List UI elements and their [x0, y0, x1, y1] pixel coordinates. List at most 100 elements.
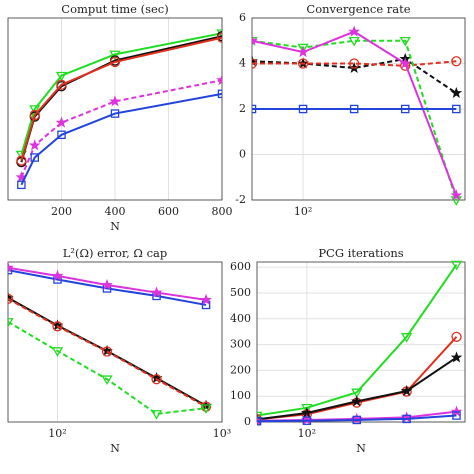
marker	[352, 415, 362, 425]
series-line	[8, 297, 207, 408]
marker	[109, 56, 121, 68]
marker	[348, 25, 360, 37]
marker	[349, 58, 360, 69]
y-tick-label: 0	[239, 148, 246, 161]
marker	[257, 416, 262, 426]
marker	[8, 261, 14, 273]
series-group	[257, 260, 463, 426]
x-tick-label: 10³	[213, 427, 231, 440]
x-tick-label: 800	[212, 205, 233, 218]
marker	[51, 269, 64, 281]
subplot: 10² 0 100 200 300 400 500 600 PCG iterations N	[230, 246, 466, 455]
marker	[28, 139, 41, 151]
marker	[101, 346, 113, 357]
marker	[55, 71, 68, 82]
marker	[297, 58, 309, 69]
x-axis-label: N	[110, 220, 120, 233]
series-group	[252, 25, 463, 206]
marker	[252, 58, 258, 69]
marker	[399, 36, 411, 47]
marker	[399, 57, 412, 69]
marker	[302, 416, 312, 425]
marker	[348, 36, 360, 47]
marker	[301, 404, 313, 414]
marker	[8, 265, 13, 275]
y-tick-label: 200	[230, 363, 251, 376]
marker	[452, 411, 461, 420]
subplot: 200 400 600 800 Comput time (sec) N	[7, 2, 233, 233]
marker	[298, 104, 308, 114]
x-tick-label: 600	[158, 205, 179, 218]
marker	[200, 404, 212, 414]
marker	[150, 410, 163, 420]
marker	[16, 155, 27, 166]
series-line	[20, 92, 222, 186]
y-tick-label: 400	[230, 312, 251, 325]
series-group	[15, 29, 222, 190]
marker	[200, 401, 212, 412]
series-line	[257, 264, 458, 417]
marker	[57, 130, 66, 140]
series-line	[20, 32, 222, 155]
y-tick-label: 6	[239, 11, 246, 24]
marker	[216, 74, 222, 86]
y-tick-label: 100	[230, 389, 251, 402]
marker	[109, 50, 121, 61]
marker	[450, 260, 463, 271]
marker	[101, 375, 113, 386]
series-line	[20, 79, 222, 178]
marker	[450, 351, 463, 363]
marker	[401, 333, 413, 343]
marker	[200, 293, 212, 305]
subplot-title: PCG iterations	[318, 246, 403, 260]
series-line	[257, 414, 457, 423]
subplot-title: L²(Ω) error, Ω cap	[63, 246, 168, 260]
marker	[30, 153, 39, 162]
marker	[450, 189, 463, 201]
marker	[29, 109, 40, 121]
marker	[450, 405, 463, 417]
marker	[101, 278, 113, 290]
marker	[29, 105, 41, 115]
series-line	[8, 269, 207, 306]
axes-frame	[7, 17, 223, 201]
x-tick-label: 200	[51, 205, 72, 218]
marker	[110, 109, 120, 118]
x-tick-label: 400	[105, 205, 126, 218]
x-tick-label: 10²	[294, 205, 312, 218]
y-tick-label: 4	[239, 57, 246, 70]
subplot: 10² 10³ L²(Ω) error, Ω cap N	[7, 246, 231, 455]
marker	[351, 388, 363, 399]
marker	[52, 321, 63, 332]
y-tick-label: 300	[230, 338, 251, 351]
marker	[400, 384, 413, 396]
marker	[252, 104, 257, 114]
subplot: 10² -2 0 2 4 6 Convergence rate	[235, 2, 466, 218]
marker	[17, 180, 26, 190]
x-tick-label: 10²	[298, 427, 316, 440]
y-tick-label: 500	[230, 286, 251, 299]
series-line	[20, 36, 222, 161]
marker	[151, 374, 162, 385]
marker	[216, 32, 222, 43]
axes-frame	[7, 261, 223, 423]
marker	[297, 43, 309, 54]
marker	[451, 331, 462, 342]
y-tick-label: 600	[230, 260, 251, 273]
subplot-title: Convergence rate	[306, 2, 410, 16]
marker	[56, 79, 67, 90]
marker	[150, 286, 163, 298]
y-tick-label: -2	[235, 193, 246, 206]
y-tick-label: 0	[244, 415, 251, 428]
marker	[55, 116, 68, 128]
marker	[8, 318, 14, 328]
marker	[297, 45, 309, 58]
series-line	[252, 60, 457, 67]
x-tick-label: 10²	[48, 427, 66, 440]
plot-area	[257, 262, 465, 422]
marker	[252, 34, 258, 46]
x-axis-label: N	[356, 442, 366, 455]
y-tick-label: 2	[239, 102, 246, 115]
subplot-title: Comput time (sec)	[61, 2, 168, 16]
marker	[349, 104, 359, 114]
